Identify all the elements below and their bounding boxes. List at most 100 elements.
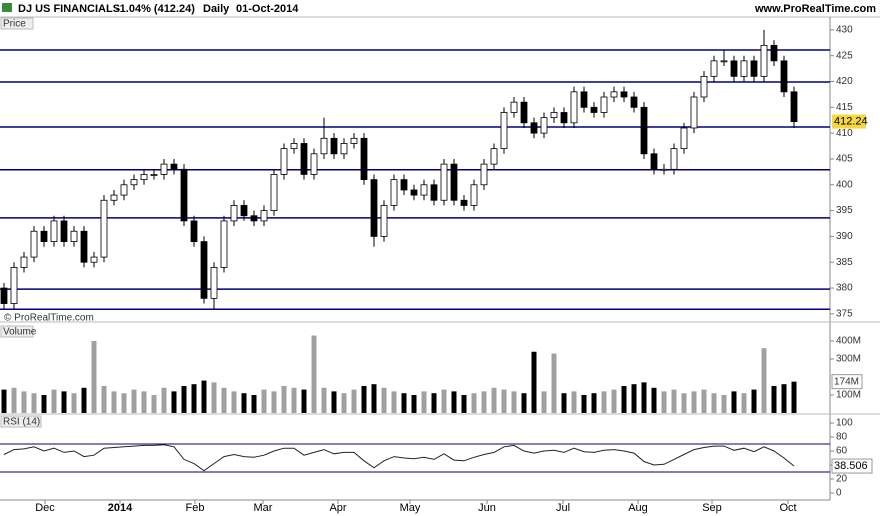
- candle-body: [440, 163, 448, 201]
- candle-body: [10, 266, 18, 304]
- candle-body: [420, 184, 428, 196]
- candle-body: [190, 220, 198, 242]
- candle-body: [690, 96, 698, 129]
- candle-body: [550, 112, 558, 119]
- volume-bar: [51, 389, 57, 413]
- y-tick-label: 60: [836, 446, 848, 457]
- candle-body: [160, 163, 168, 175]
- candle-body: [30, 230, 38, 258]
- candle-body: [260, 210, 268, 222]
- candle-body: [570, 91, 578, 124]
- volume-bar: [501, 389, 507, 413]
- y-tick-label: 375: [836, 309, 853, 320]
- volume-bar: [771, 385, 777, 413]
- volume-bar: [651, 387, 657, 413]
- candle-body: [90, 256, 98, 263]
- volume-bar: [741, 393, 747, 413]
- volume-bar: [361, 385, 367, 413]
- candle-body: [600, 96, 608, 113]
- y-tick-label: 20: [836, 474, 848, 485]
- volume-bar: [1, 389, 7, 413]
- y-tick-label: 405: [836, 154, 853, 165]
- volume-bar: [591, 393, 597, 413]
- title: DJ US FINANCIALS: [18, 3, 120, 15]
- volume-bar: [731, 391, 737, 413]
- candle-body: [480, 163, 488, 186]
- candle-body: [320, 137, 328, 155]
- candle-body: [350, 137, 358, 144]
- candle-body: [620, 91, 628, 98]
- candle-body: [640, 106, 648, 155]
- candle-body: [280, 148, 288, 175]
- volume-bar: [211, 382, 217, 413]
- volume-bar: [331, 391, 337, 413]
- volume-bar: [641, 382, 647, 413]
- y-tick-label: 400M: [836, 336, 861, 347]
- rsi-tag: [831, 458, 873, 474]
- candle-body: [330, 137, 338, 155]
- volume-bar: [371, 384, 377, 413]
- volume-bar: [671, 389, 677, 413]
- volume-bar: [411, 394, 417, 413]
- candle-body: [470, 184, 478, 206]
- volume-bar: [691, 391, 697, 413]
- volume-bar: [291, 387, 297, 413]
- y-tick-label: 80: [836, 432, 848, 443]
- volume-bar: [601, 391, 607, 413]
- volume-bar: [131, 389, 137, 413]
- volume-bar: [571, 391, 577, 413]
- candle-body: [580, 91, 588, 108]
- candle-body: [700, 75, 708, 98]
- candle-body: [250, 215, 258, 222]
- candle-body: [720, 60, 728, 63]
- candle-body: [220, 220, 228, 268]
- volume-bar: [681, 393, 687, 413]
- rsi-tag-label: 38.506: [834, 460, 868, 472]
- panel-label: Volume: [3, 327, 37, 338]
- volume-bar: [111, 391, 117, 413]
- y-tick-label: 100M: [836, 390, 861, 401]
- candle-body: [360, 137, 368, 181]
- volume-bar: [421, 391, 427, 413]
- panel-label: RSI (14): [3, 417, 40, 428]
- candle-body: [110, 194, 118, 201]
- volume-bar: [281, 385, 287, 413]
- volume-bar: [431, 393, 437, 413]
- x-tick-label: May: [400, 502, 421, 514]
- candle-body: [530, 122, 538, 134]
- volume-bar: [191, 384, 197, 413]
- candle-body: [490, 148, 498, 165]
- candle-body: [410, 189, 418, 196]
- candle-body: [770, 44, 778, 62]
- candle-body: [680, 127, 688, 150]
- candle-body: [390, 179, 398, 206]
- volume-bar: [71, 393, 77, 413]
- volume-bar: [81, 387, 87, 413]
- candle-body: [780, 60, 788, 93]
- volume-bar: [711, 393, 717, 413]
- volume-bar: [791, 381, 797, 413]
- panel-label-box: [0, 415, 42, 428]
- y-tick-label: 390: [836, 231, 853, 242]
- volume-bar: [321, 387, 327, 413]
- candle-body: [170, 163, 178, 170]
- x-tick-label: Dec: [35, 502, 55, 514]
- volume-bar: [581, 394, 587, 413]
- volume-bar: [541, 391, 547, 413]
- y-tick-label: 425: [836, 50, 853, 61]
- candle-body: [100, 199, 108, 258]
- volume-bar: [471, 393, 477, 413]
- x-tick-label: Feb: [186, 502, 205, 514]
- candle-body: [460, 199, 468, 206]
- candle-body: [670, 148, 678, 170]
- candle-body: [150, 174, 158, 176]
- volume-bar: [631, 384, 637, 413]
- volume-tag-label: 174M: [834, 376, 859, 387]
- change: -1.04% (412.24): [116, 3, 195, 15]
- volume-tag: [831, 374, 863, 390]
- rsi-line: [3, 444, 795, 472]
- volume-bar: [201, 380, 207, 413]
- volume-bar: [341, 393, 347, 413]
